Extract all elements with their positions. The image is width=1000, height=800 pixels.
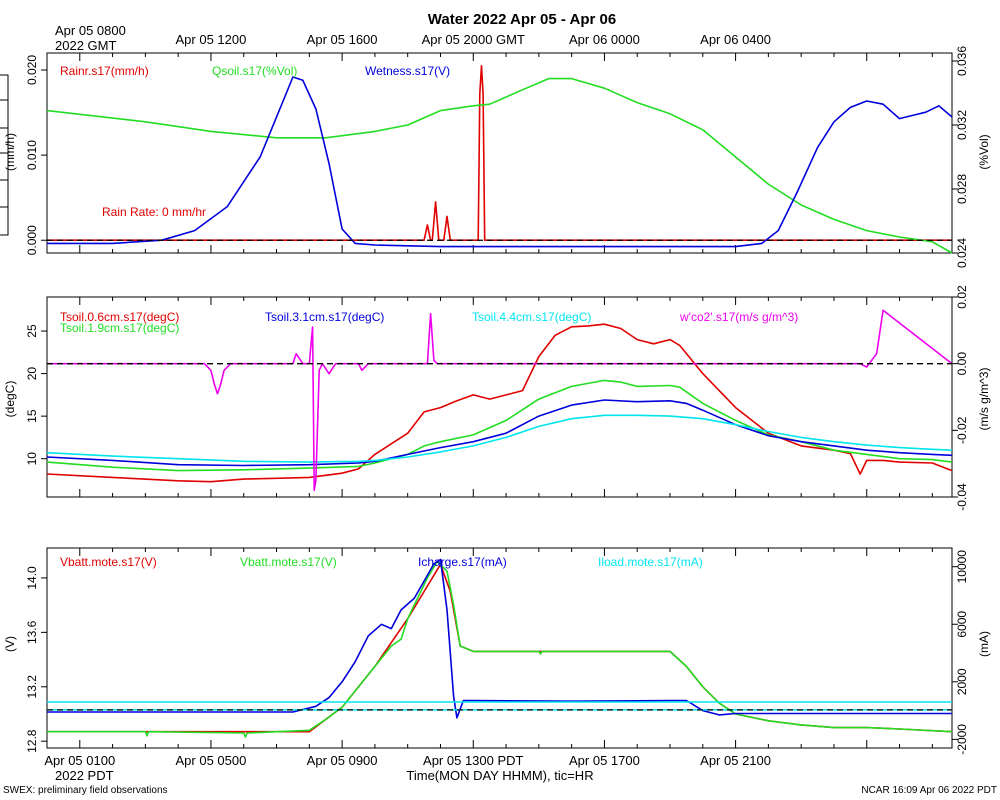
left-y-tick-label: 0.000 xyxy=(25,225,39,255)
series-line-tsoil-1-9cm-s17-degc-green xyxy=(46,379,953,472)
top-axis-tick-label-apr-06-0400: Apr 06 0400 xyxy=(700,32,771,47)
left-y-tick-label: 25 xyxy=(25,324,39,338)
series-line-rainr-s17-mm-h-red xyxy=(47,65,952,241)
left-y-tick-label: 13.2 xyxy=(25,675,39,699)
footer-left: SWEX: preliminary field observations xyxy=(3,785,168,796)
panel-rain-soil-moisture: 0.000 0.010 0.020 0.024 0.028 0.032 0.036 (mm/h… xyxy=(3,46,991,268)
left-axis-title: (degC) xyxy=(3,381,17,418)
left-axis-title: (V) xyxy=(3,636,17,652)
legend-label-tsoil-3-1cm-s17-degc-blue: Tsoil.3.1cm.s17(degC) xyxy=(265,310,384,324)
right-y-tick-label: -2000 xyxy=(955,724,969,755)
top-axis-labels: Apr 05 1200 Apr 05 1600 Apr 05 2000 GMT Apr… xyxy=(176,32,771,47)
rain-rate-annotation: Rain Rate: 0 mm/hr xyxy=(102,205,206,219)
right-axis-title: (%Vol) xyxy=(977,134,991,169)
clipped-legend-box xyxy=(0,74,9,236)
left-y-tick-label: 0.010 xyxy=(25,140,39,170)
series-line-tsoil-3-1cm-s17-degc-blue xyxy=(46,399,953,467)
bottom-axis-tick-label-apr-05-1300-pdt: Apr 05 1300 PDT xyxy=(423,753,524,768)
bottom-axis-tick-label-apr-05-0900: Apr 05 0900 xyxy=(307,753,378,768)
right-y-tick-label: -0.02 xyxy=(955,416,969,444)
left-y-tick-label: 20 xyxy=(25,367,39,381)
legend-label-vbatt-mote-s17-v-red: Vbatt.mote.s17(V) xyxy=(60,555,157,569)
legend-label-tsoil-1-9cm-s17-degc-green: Tsoil.1.9cm.s17(degC) xyxy=(60,321,179,335)
top-axis-tick-label-apr-05-1600: Apr 05 1600 xyxy=(307,32,378,47)
left-y-tick-label: 15 xyxy=(25,409,39,423)
series-line-w-co2-s17-m-s-g-m-3-magenta xyxy=(47,309,953,492)
right-axis-title: (m/s g/m^3) xyxy=(977,368,991,431)
series-line-wetness-s17-v-blue xyxy=(47,76,953,248)
top-axis-first-label-line1: Apr 05 0800 xyxy=(55,23,126,38)
bottom-axis-tick-label-apr-05-2100: Apr 05 2100 xyxy=(700,753,771,768)
right-y-tick-label: 2000 xyxy=(955,668,969,695)
legend-label-iload-mote-s17-ma-cyan: Iload.mote.s17(mA) xyxy=(598,555,703,569)
panel-soil-temperature: 10 15 20 25 -0.04 -0.02 0.00 0.02 (degC) (m/s g/m… xyxy=(3,285,991,511)
footer-right: NCAR 16:09 Apr 06 2022 PDT xyxy=(861,785,997,796)
legend-label-tsoil-4-4cm-s17-degc-cyan: Tsoil.4.4cm.s17(degC) xyxy=(472,310,591,324)
series-line-qsoil-s17-vol-green xyxy=(46,77,953,254)
top-axis-tick-label-apr-06-0000: Apr 06 0000 xyxy=(569,32,640,47)
panel-battery: 12.8 13.2 13.6 14.0 -2000 2000 6000 10000 (V) (mA… xyxy=(3,547,991,755)
right-y-tick-label: 6000 xyxy=(955,611,969,638)
right-axis-title: (mA) xyxy=(977,631,991,657)
left-y-tick-label: 12.8 xyxy=(25,729,39,753)
right-y-tick-label: 0.00 xyxy=(955,352,969,376)
right-y-tick-label: -0.04 xyxy=(955,483,969,511)
top-axis-tick-label-apr-05-1200: Apr 05 1200 xyxy=(176,32,247,47)
legend-label-qsoil-s17-vol-green: Qsoil.s17(%Vol) xyxy=(212,64,297,78)
left-y-tick-label: 14.0 xyxy=(25,566,39,590)
plot-frame xyxy=(46,52,953,254)
right-y-tick-label: 10000 xyxy=(955,550,969,584)
bottom-axis-tick-label-apr-05-0100: Apr 05 0100 xyxy=(44,753,115,768)
legend-label-wetness-s17-v-blue: Wetness.s17(V) xyxy=(365,64,450,78)
plot-frame xyxy=(46,296,953,498)
series-line-vbatt-mote-s17-v-green xyxy=(47,560,953,738)
legend-label-icharge-s17-ma-blue: Icharge.s17(mA) xyxy=(418,555,507,569)
series-line-vbatt-mote-s17-v-red xyxy=(47,563,953,733)
series-line-icharge-s17-ma-blue xyxy=(47,558,952,719)
series-line-tsoil-4-4cm-s17-degc-cyan xyxy=(46,414,953,463)
figure-title: Water 2022 Apr 05 - Apr 06 xyxy=(428,11,616,28)
right-y-tick-label: 0.036 xyxy=(955,46,969,76)
top-axis-first-label-line2: 2022 GMT xyxy=(55,38,116,53)
bottom-axis-labels: Apr 05 0100 Apr 05 0500 Apr 05 0900 Apr 05 … xyxy=(44,753,771,768)
bottom-axis-tick-label-apr-05-0500: Apr 05 0500 xyxy=(176,753,247,768)
right-y-tick-label: 0.02 xyxy=(955,285,969,309)
plot-frame xyxy=(46,547,953,749)
legend-label-tsoil-0-6cm-s17-degc-red: Tsoil.0.6cm.s17(degC) xyxy=(60,310,179,324)
top-axis-tick-label-apr-05-2000-gmt: Apr 05 2000 GMT xyxy=(422,32,525,47)
left-y-tick-label: 0.020 xyxy=(25,55,39,85)
series-line-tsoil-0-6cm-s17-degc-red xyxy=(46,323,953,483)
left-y-tick-label: 10 xyxy=(25,452,39,466)
left-axis-title: (mm/h) xyxy=(3,133,17,171)
right-y-tick-label: 0.024 xyxy=(955,238,969,268)
bottom-axis-year-label: 2022 PDT xyxy=(55,768,114,783)
bottom-axis-tick-label-apr-05-1700: Apr 05 1700 xyxy=(569,753,640,768)
right-y-tick-label: 0.032 xyxy=(955,110,969,140)
left-y-tick-label: 13.6 xyxy=(25,620,39,644)
bottom-axis-title: Time(MON DAY HHMM), tic=HR xyxy=(406,768,593,783)
legend-label-rainr-s17-mm-h-red: Rainr.s17(mm/h) xyxy=(60,64,149,78)
legend-label-vbatt-mote-s17-v-green: Vbatt.mote.s17(V) xyxy=(240,555,337,569)
legend-label-w-co2-s17-m-s-g-m-3-magenta: w'co2'.s17(m/s g/m^3) xyxy=(679,310,798,324)
right-y-tick-label: 0.028 xyxy=(955,174,969,204)
